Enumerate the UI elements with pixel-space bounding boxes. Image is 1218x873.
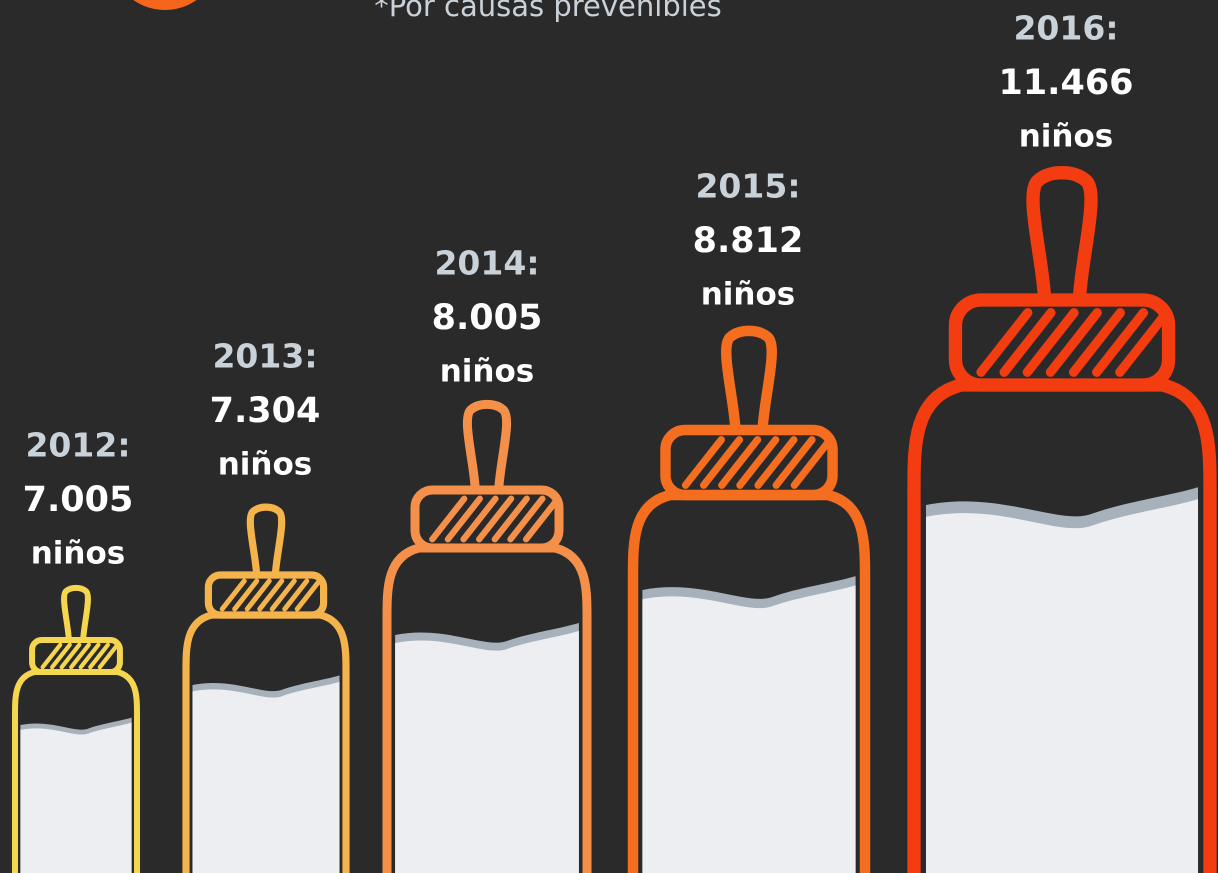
unit-label: niños: [1019, 119, 1114, 155]
year-label: 2015:: [695, 167, 800, 206]
cap-hatch: [460, 495, 499, 543]
count-label: 11.466: [998, 63, 1133, 103]
unit-label: niños: [440, 354, 535, 390]
cap-hatch: [681, 436, 725, 489]
cap-hatch: [444, 495, 483, 543]
cap-hatch: [232, 578, 260, 612]
cap-hatch: [736, 436, 780, 489]
cap-hatch: [700, 436, 744, 489]
cap-hatch: [40, 642, 63, 670]
milk: [925, 499, 1199, 873]
cap-hatch: [97, 642, 120, 670]
milk: [642, 585, 856, 873]
cap-hatch: [50, 642, 72, 670]
year-label: 2012:: [25, 426, 130, 465]
cap-hatch: [491, 495, 530, 543]
count-label: 8.005: [432, 298, 543, 338]
cap-hatch: [1045, 308, 1102, 377]
year-label: 2014:: [434, 244, 539, 283]
cap-hatch: [754, 436, 798, 489]
bottle-nipple: [721, 325, 777, 436]
unit-label: niños: [31, 536, 126, 572]
bottle-item: 2012: 7.005 niños: [12, 426, 140, 873]
cap-hatch: [1022, 308, 1079, 377]
cap-hatch: [69, 642, 91, 670]
bottle-item: 2014: 8.005 niños: [382, 244, 592, 873]
cap-hatch: [522, 495, 562, 543]
cap-hatch: [257, 578, 285, 612]
count-label: 7.304: [210, 391, 321, 431]
bottle-cap: [410, 485, 564, 553]
cap-hatch: [88, 642, 111, 670]
count-label: 7.005: [23, 480, 134, 520]
bottle-cap: [948, 293, 1176, 392]
cap-hatch: [999, 308, 1056, 377]
cap-hatch: [1092, 308, 1149, 377]
decorative-circle: [133, 0, 197, 10]
bottle-item: 2013: 7.304 niños: [182, 337, 350, 873]
bottle-nipple: [462, 399, 512, 495]
bottle-item: 2015: 8.812 niños: [627, 167, 871, 873]
cap-hatch: [294, 578, 322, 612]
cap-hatch: [976, 308, 1033, 377]
cap-hatch: [244, 578, 272, 612]
milk: [192, 681, 340, 873]
cap-hatch: [772, 436, 816, 489]
cap-hatch: [219, 578, 247, 612]
cap-hatch: [429, 495, 468, 543]
subtitle: *Por causas prevenibles: [374, 0, 722, 23]
cap-hatch: [790, 436, 834, 489]
cap-hatch: [282, 578, 310, 612]
cap-hatch: [269, 578, 297, 612]
bottle-nipple: [61, 584, 91, 643]
cap-hatch: [718, 436, 762, 489]
cap-hatch: [1115, 308, 1172, 377]
count-label: 8.812: [693, 221, 804, 261]
cap-hatch: [78, 642, 101, 670]
milk: [20, 722, 132, 873]
unit-label: niños: [218, 447, 313, 483]
bottle-item: 2016: 11.466 niños: [907, 9, 1217, 873]
milk: [395, 631, 579, 873]
bottle-nipple: [246, 503, 286, 579]
cap-hatch: [476, 495, 515, 543]
bottle-nipple: [1026, 166, 1098, 307]
cap-hatch: [1068, 308, 1125, 377]
unit-label: niños: [701, 277, 796, 313]
year-label: 2016:: [1013, 9, 1118, 48]
cap-hatch: [507, 495, 546, 543]
year-label: 2013:: [212, 337, 317, 376]
cap-hatch: [59, 642, 82, 670]
